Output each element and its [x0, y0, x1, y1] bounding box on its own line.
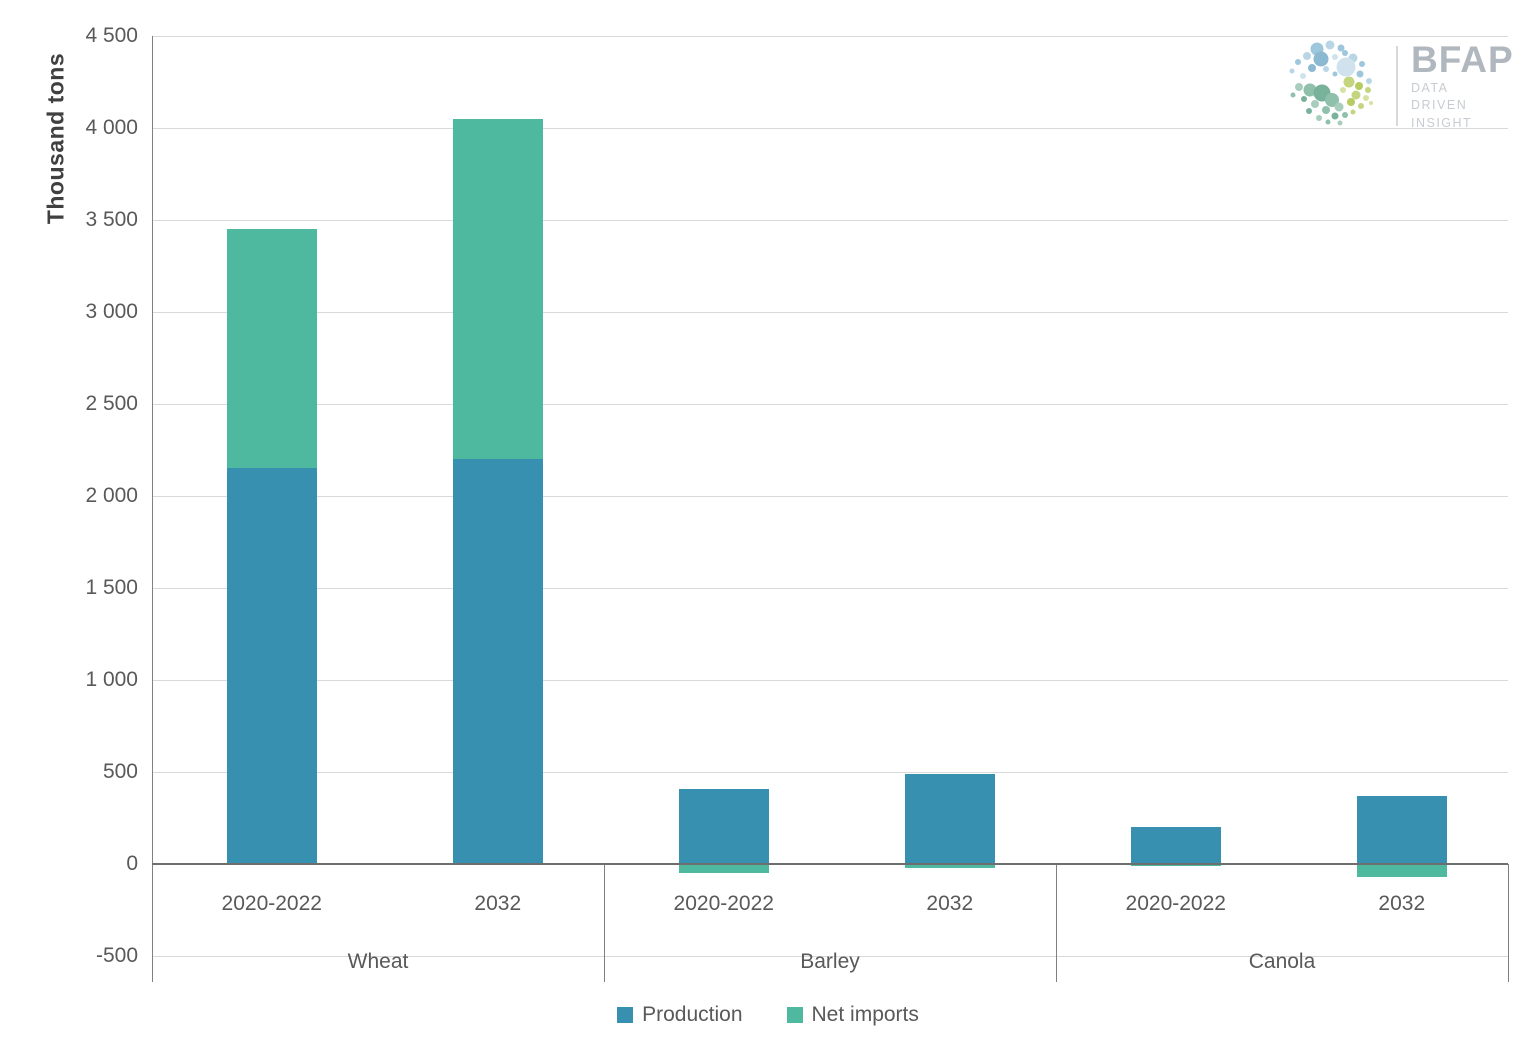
category-label: 2020-2022	[221, 892, 322, 915]
y-tick-label: 3 000	[85, 300, 138, 323]
y-tick-label: 1 500	[85, 576, 138, 599]
bar-segment-net-imports	[678, 864, 769, 874]
bar-segment-net-imports	[226, 229, 317, 469]
legend-item: Production	[617, 1003, 743, 1027]
bar-segment-production	[1356, 795, 1447, 864]
y-tick-label: 0	[126, 852, 138, 875]
bfap-logo: BFAP DATA DRIVEN INSIGHT	[1283, 36, 1514, 136]
bar-segment-production	[678, 788, 769, 864]
gridline	[152, 127, 1508, 129]
gridline	[152, 219, 1508, 221]
group-label: Canola	[1248, 950, 1316, 973]
category-label: 2032	[474, 892, 522, 915]
bar-segment-production	[452, 459, 543, 864]
gridline	[152, 403, 1508, 405]
group-divider	[604, 864, 605, 982]
logo-tagline-line3: INSIGHT	[1411, 115, 1473, 130]
gridline	[152, 771, 1508, 773]
legend-swatch-icon	[617, 1007, 634, 1023]
legend-item: Net imports	[786, 1003, 919, 1027]
x-axis-zero-line	[152, 863, 1508, 865]
y-axis-line	[152, 36, 153, 982]
group-label: Barley	[800, 950, 860, 973]
category-label: 2020-2022	[1125, 892, 1226, 915]
bar-segment-production	[904, 773, 995, 864]
y-tick-label: -500	[95, 944, 138, 967]
gridline	[152, 35, 1508, 37]
y-tick-label: 2 500	[85, 392, 138, 415]
logo-divider	[1396, 46, 1398, 126]
gridline	[152, 311, 1508, 313]
category-label: 2032	[1378, 892, 1426, 915]
y-tick-label: 2 000	[85, 484, 138, 507]
bar-segment-production	[1130, 827, 1221, 864]
y-tick-label: 500	[102, 760, 138, 783]
logo-tagline-line2: DRIVEN	[1411, 98, 1468, 113]
legend-label: Production	[642, 1003, 743, 1026]
gridline	[152, 955, 1508, 957]
category-label: 2020-2022	[673, 892, 774, 915]
y-tick-label: 4 000	[85, 116, 138, 139]
logo-brand-text: BFAP	[1411, 38, 1514, 80]
y-tick-label: 1 000	[85, 668, 138, 691]
logo-tagline-line1: DATA	[1411, 80, 1449, 95]
gridline	[152, 679, 1508, 681]
gridline	[152, 495, 1508, 497]
bfap-logo-sphere-icon	[1289, 40, 1373, 126]
group-divider	[1508, 864, 1509, 982]
legend-label: Net imports	[811, 1003, 919, 1026]
bar-segment-net-imports	[904, 864, 995, 868]
category-label: 2032	[926, 892, 974, 915]
group-label: Wheat	[347, 950, 409, 973]
bar-segment-net-imports	[452, 118, 543, 460]
legend: Production Net imports	[0, 1003, 1536, 1027]
bar-segment-net-imports	[1356, 864, 1447, 877]
group-divider	[1056, 864, 1057, 982]
y-tick-label: 3 500	[85, 208, 138, 231]
bar-segment-production	[226, 468, 317, 864]
legend-swatch-icon	[786, 1007, 803, 1023]
y-tick-label: 4 500	[85, 24, 138, 47]
gridline	[152, 587, 1508, 589]
